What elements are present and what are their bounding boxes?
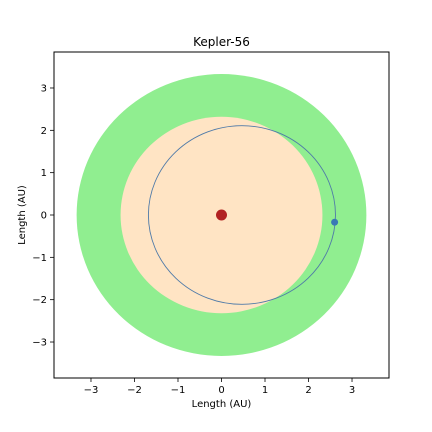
zones-layer [76,74,367,356]
y-tick-label: −3 [32,338,47,349]
x-axis-label: Length (AU) [192,399,252,410]
x-axis-ticks: −3 −2 −1 0 1 2 3 [84,378,355,396]
y-tick-label: −1 [32,253,47,264]
x-tick-label: 0 [218,385,224,396]
x-tick-label: 2 [305,385,311,396]
orbit-path [147,125,336,305]
y-tick-label: 1 [41,168,47,179]
x-tick-label: −2 [127,385,142,396]
star-marker [216,209,227,221]
y-tick-label: 2 [41,126,47,137]
orbit-layer [147,125,339,305]
x-tick-label: −3 [84,385,99,396]
x-tick-label: −1 [171,385,186,396]
y-axis-label: Length (AU) [17,185,28,245]
y-axis-ticks: −3 −2 −1 0 1 2 3 [32,83,54,349]
planet-marker [331,218,339,226]
chart-title: Kepler-56 [193,35,250,49]
x-tick-label: 1 [262,385,268,396]
x-tick-label: 3 [349,385,355,396]
y-tick-label: 0 [41,211,47,222]
y-tick-label: 3 [41,83,47,94]
y-tick-label: −2 [32,295,47,306]
